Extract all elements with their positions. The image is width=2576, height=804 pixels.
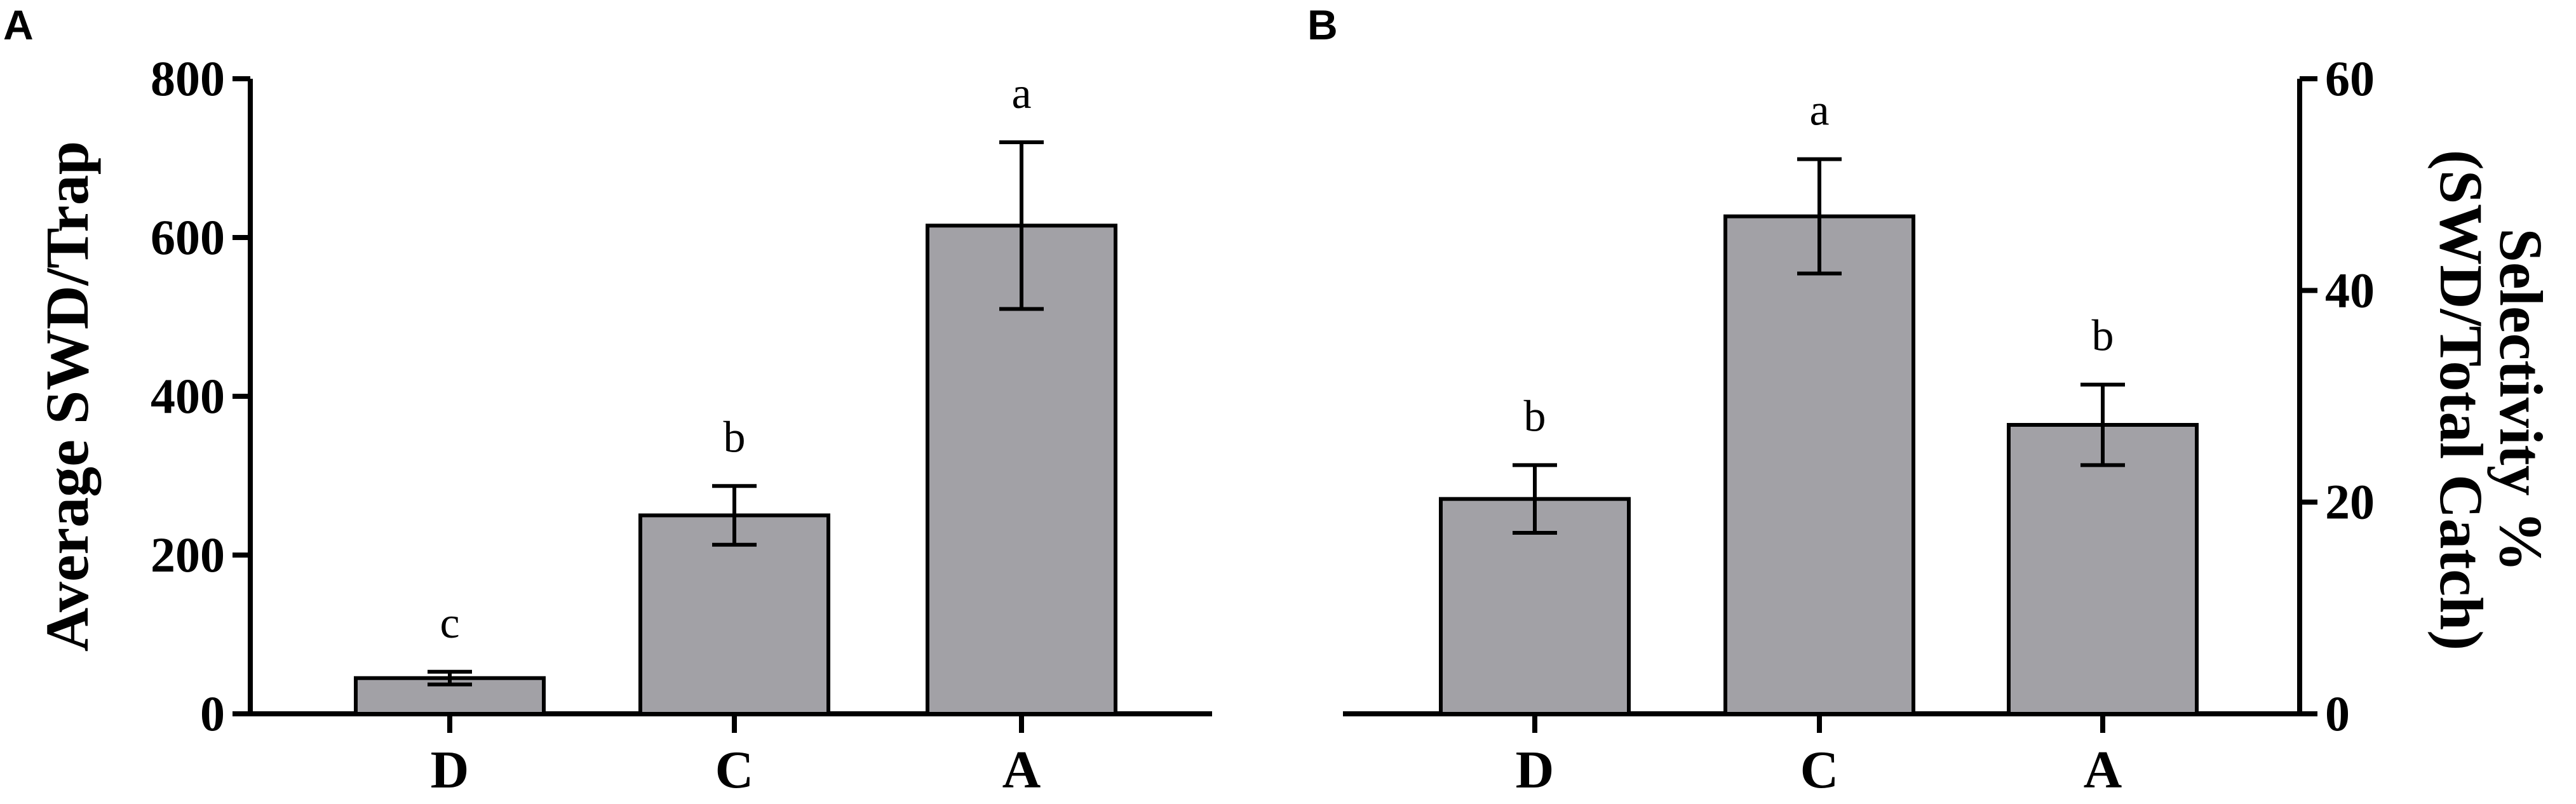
panel-a-y-axis-title: Average SWD/Trap xyxy=(33,141,101,652)
panel-b-category-label-D: D xyxy=(1516,740,1554,800)
panel-b-error-bar-C xyxy=(1797,157,1842,276)
panel-b-labels: b a b xyxy=(1524,86,2114,441)
panel-a-error-bar-A xyxy=(999,140,1044,311)
panel-a-category-label-A: A xyxy=(1002,740,1041,800)
panel-b-significance-C: a xyxy=(1809,86,1829,135)
panel-a-significance-A: a xyxy=(1011,69,1031,118)
panel-a-bar-C xyxy=(638,513,830,716)
panel-b-y-tick-label-1: 20 xyxy=(2325,474,2375,530)
panel-b-bars xyxy=(1439,157,2199,716)
panel-b-y-ticks: 0 20 40 60 xyxy=(2300,51,2375,741)
panel-b-category-label-A: A xyxy=(2084,740,2122,800)
panel-b-y-tick-label-2: 40 xyxy=(2325,262,2375,318)
panel-b-letter: B xyxy=(1307,1,1338,48)
panel-a-error-bar-C xyxy=(712,484,757,547)
panel-a-significance-D: c xyxy=(440,599,459,648)
panel-a-labels: c b a xyxy=(440,69,1031,648)
panel-a-category-label-C: C xyxy=(715,740,754,800)
panel-b-error-bar-D xyxy=(1513,463,1557,535)
chart-panel-b: 0 20 40 60 D C A b a b Selectivity % (SWD/Total… xyxy=(1343,51,2555,800)
panel-b-bar-A xyxy=(2007,423,2199,716)
panel-b-y-tick-label-0: 0 xyxy=(2325,686,2350,741)
panel-a-significance-C: b xyxy=(724,413,746,462)
panel-a-y-tick-label-3: 600 xyxy=(151,210,225,265)
panel-a-y-tick-label-1: 200 xyxy=(151,527,225,582)
chart-panel-a: 0 200 400 600 800 D C A c b a Average SWD/Trap xyxy=(33,51,1212,800)
panel-a-error-bar-D xyxy=(428,669,472,687)
panel-a-category-label-D: D xyxy=(431,740,469,800)
panel-a-letter: A xyxy=(3,1,34,48)
panel-b-bar-C xyxy=(1723,214,1915,716)
panel-b-y-tick-label-3: 60 xyxy=(2325,51,2375,106)
panel-a-bars xyxy=(354,140,1117,716)
panel-a-bar-A xyxy=(926,224,1117,716)
panel-a-y-tick-label-2: 400 xyxy=(151,368,225,424)
panel-b-significance-D: b xyxy=(1524,392,1546,441)
panel-b-category-label-C: C xyxy=(1800,740,1839,800)
panel-b-y-axis-title-line-2: (SWD/Total Catch) xyxy=(2427,150,2495,650)
panel-b-y-axis-title-line-1: Selectivity % xyxy=(2487,228,2555,572)
panel-a-y-tick-label-0: 0 xyxy=(200,686,225,741)
panel-a-y-ticks: 0 200 400 600 800 xyxy=(151,51,250,741)
panel-b-significance-A: b xyxy=(2092,312,2114,361)
panel-b-bar-D xyxy=(1439,497,1631,716)
panel-a-y-tick-label-4: 800 xyxy=(151,51,225,106)
panel-b-error-bar-A xyxy=(2080,382,2125,467)
